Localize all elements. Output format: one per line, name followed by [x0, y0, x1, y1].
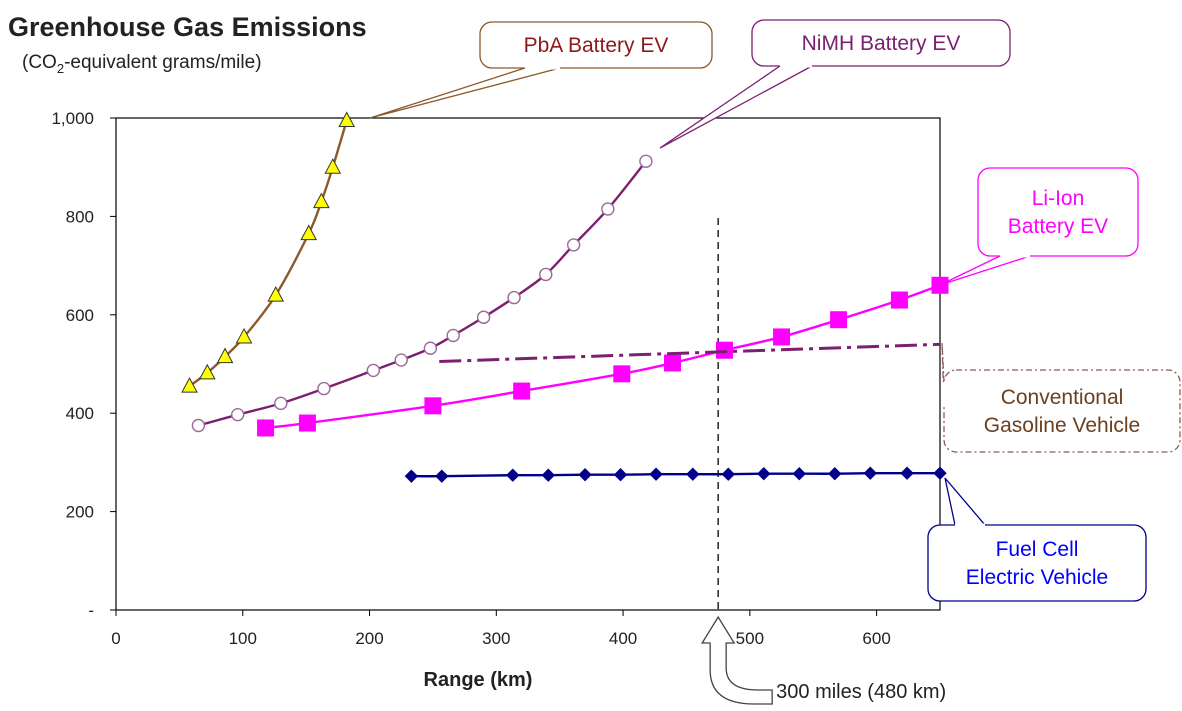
- data-point-li-ion-battery-ev: [773, 328, 791, 346]
- callout-box-nimh-battery-ev: [751, 19, 1011, 67]
- arrow-icon: [700, 615, 773, 705]
- callout-pointer-li-ion-battery-ev: [939, 255, 1031, 286]
- data-point-fuel-cell-electric-vehicle: [578, 467, 592, 482]
- data-point-fuel-cell-electric-vehicle: [933, 466, 947, 480]
- y-tick-label: 800: [66, 207, 94, 226]
- y-tick-label: -: [88, 601, 94, 620]
- data-point-li-ion-battery-ev: [664, 354, 682, 372]
- x-tick-label: 0: [111, 629, 120, 648]
- data-point-nimh-battery-ev: [507, 290, 521, 305]
- x-tick-label: 200: [355, 629, 383, 648]
- data-point-pba-battery-ev: [181, 377, 198, 393]
- series-label-fuel-cell-electric-vehicle: Fuel Cell: [996, 538, 1079, 561]
- x-tick-label: 500: [736, 629, 764, 648]
- x-tick-label: 400: [609, 629, 637, 648]
- callout-box-fuel-cell-electric-vehicle: [927, 524, 1147, 602]
- data-point-nimh-battery-ev: [601, 202, 615, 216]
- data-point-pba-battery-ev: [198, 363, 216, 380]
- series-label-conventional-gasoline-vehicle: Conventional: [1001, 386, 1124, 409]
- data-point-fuel-cell-electric-vehicle: [404, 469, 419, 483]
- callout-box-li-ion-battery-ev: [977, 167, 1139, 257]
- data-point-fuel-cell-electric-vehicle: [649, 467, 663, 481]
- series-label-li-ion-battery-ev: Li-Ion: [1032, 187, 1085, 210]
- data-point-fuel-cell-electric-vehicle: [863, 466, 877, 480]
- data-point-li-ion-battery-ev: [424, 397, 442, 415]
- data-point-nimh-battery-ev: [191, 418, 206, 433]
- chart-title: Greenhouse Gas Emissions: [8, 12, 367, 42]
- data-point-nimh-battery-ev: [366, 363, 381, 378]
- data-point-pba-battery-ev: [313, 192, 330, 209]
- series-label-nimh-battery-ev: NiMH Battery EV: [802, 32, 961, 55]
- data-point-fuel-cell-electric-vehicle: [792, 467, 806, 481]
- data-point-fuel-cell-electric-vehicle: [757, 467, 771, 481]
- y-tick-label: 1,000: [51, 109, 94, 128]
- data-point-li-ion-battery-ev: [830, 311, 848, 329]
- callout-pointer-nimh-battery-ev: [659, 65, 813, 149]
- data-point-nimh-battery-ev: [274, 396, 288, 411]
- x-axis-label: Range (km): [424, 669, 533, 691]
- series-label-fuel-cell-electric-vehicle: Electric Vehicle: [966, 566, 1108, 589]
- data-point-li-ion-battery-ev: [257, 419, 275, 437]
- data-point-pba-battery-ev: [338, 111, 356, 127]
- y-tick-label: 600: [66, 306, 94, 325]
- x-tick-label: 100: [229, 629, 257, 648]
- data-point-li-ion-battery-ev: [613, 365, 631, 383]
- data-point-nimh-battery-ev: [230, 407, 245, 422]
- data-point-pba-battery-ev: [267, 286, 285, 302]
- data-point-fuel-cell-electric-vehicle: [506, 468, 520, 482]
- series-label-conventional-gasoline-vehicle: Gasoline Vehicle: [984, 414, 1140, 437]
- chart-subtitle: (CO2-equivalent grams/mile): [22, 52, 262, 76]
- data-point-nimh-battery-ev: [423, 341, 438, 355]
- callout-pointer-fuel-cell-electric-vehicle: [944, 477, 987, 526]
- series-line-pba-battery-ev: [188, 120, 348, 388]
- series-line-conventional-gasoline-vehicle: [439, 342, 941, 364]
- data-point-nimh-battery-ev: [566, 238, 581, 252]
- x-tick-label: 600: [862, 629, 890, 648]
- data-point-li-ion-battery-ev: [298, 414, 316, 432]
- data-point-fuel-cell-electric-vehicle: [828, 467, 842, 481]
- data-point-pba-battery-ev: [235, 327, 253, 344]
- data-point-fuel-cell-electric-vehicle: [613, 467, 628, 482]
- data-point-pba-battery-ev: [300, 224, 318, 241]
- reference-line-label: 300 miles (480 km): [776, 681, 946, 703]
- data-point-li-ion-battery-ev: [931, 276, 949, 294]
- data-point-li-ion-battery-ev: [715, 341, 733, 359]
- callout-box-pba-battery-ev: [479, 21, 713, 69]
- data-point-nimh-battery-ev: [317, 381, 331, 396]
- data-point-nimh-battery-ev: [539, 267, 553, 282]
- x-tick-label: 300: [482, 629, 510, 648]
- subtitle-subscript: 2: [56, 60, 65, 76]
- data-point-nimh-battery-ev: [446, 328, 460, 343]
- data-point-nimh-battery-ev: [476, 310, 491, 324]
- series-label-pba-battery-ev: PbA Battery EV: [524, 34, 669, 57]
- y-tick-label: 200: [66, 503, 94, 522]
- y-tick-label: 400: [66, 404, 94, 423]
- data-point-fuel-cell-electric-vehicle: [686, 467, 700, 481]
- data-point-li-ion-battery-ev: [890, 291, 908, 309]
- subtitle-suffix: -equivalent grams/mile): [64, 52, 262, 73]
- plot-area-frame: [115, 117, 941, 611]
- data-point-fuel-cell-electric-vehicle: [435, 469, 449, 483]
- callout-pointer-pba-battery-ev: [369, 67, 561, 119]
- data-point-pba-battery-ev: [216, 347, 234, 364]
- data-point-li-ion-battery-ev: [513, 382, 531, 400]
- series-label-li-ion-battery-ev: Battery EV: [1008, 215, 1108, 238]
- data-point-nimh-battery-ev: [639, 154, 653, 168]
- subtitle-prefix: (CO: [22, 52, 57, 73]
- series-line-nimh-battery-ev: [198, 160, 647, 427]
- data-point-pba-battery-ev: [324, 158, 342, 174]
- data-point-fuel-cell-electric-vehicle: [721, 467, 736, 481]
- callout-box-conventional-gasoline-vehicle: [943, 369, 1181, 453]
- series-line-fuel-cell-electric-vehicle: [411, 471, 940, 478]
- data-point-nimh-battery-ev: [394, 353, 408, 367]
- data-point-fuel-cell-electric-vehicle: [900, 466, 914, 480]
- data-point-fuel-cell-electric-vehicle: [541, 468, 555, 482]
